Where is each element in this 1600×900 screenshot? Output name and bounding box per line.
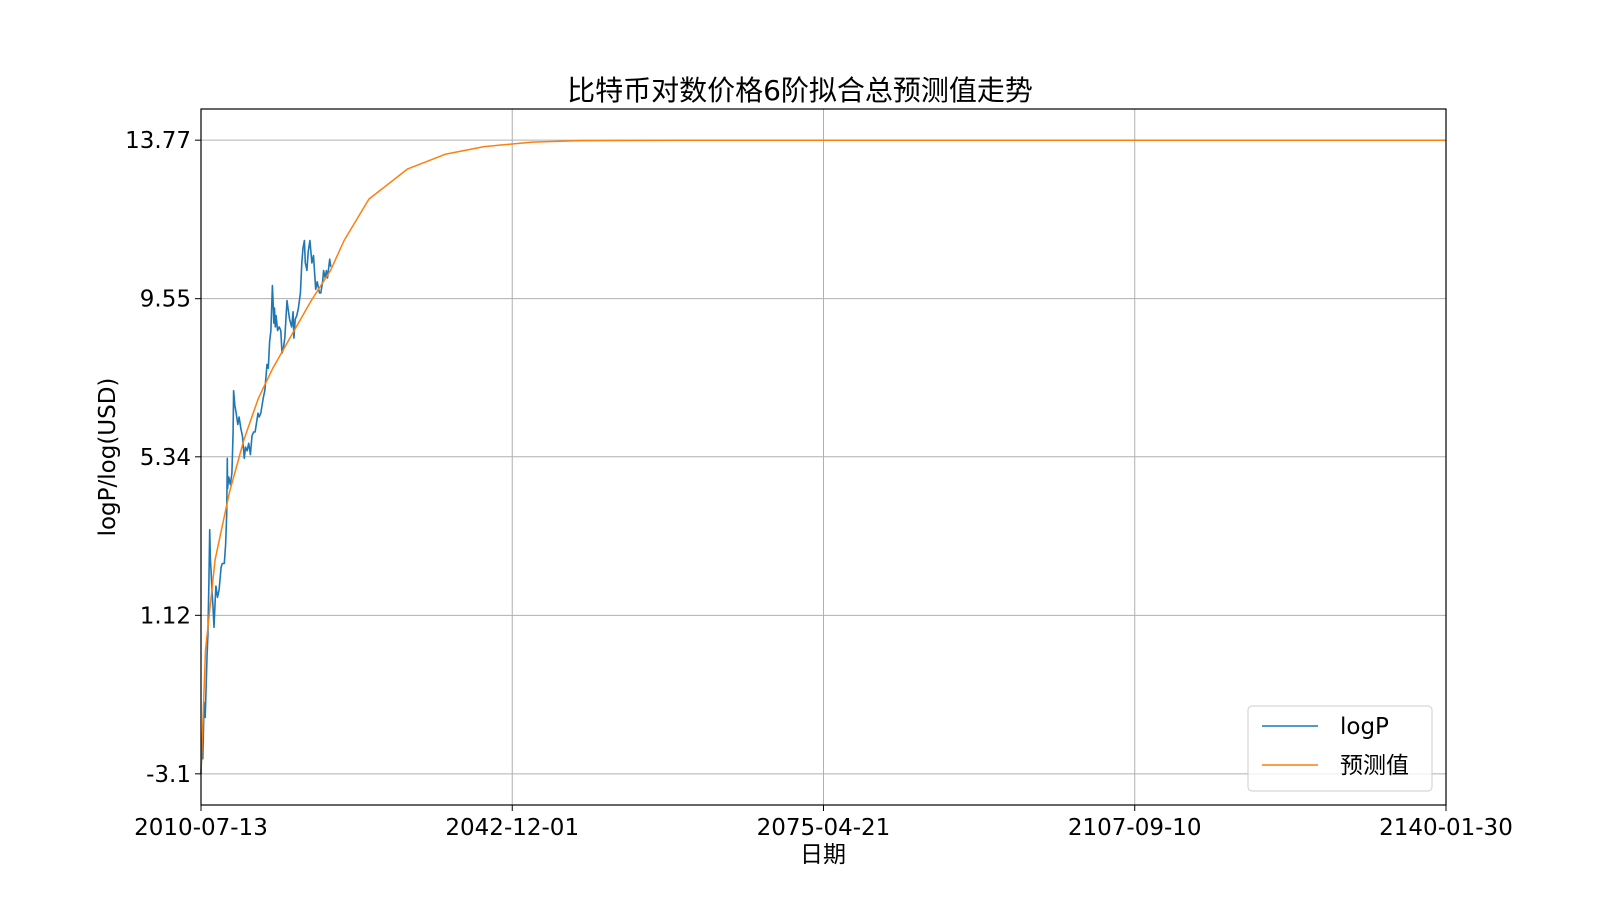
- x-axis-label: 日期: [800, 842, 846, 868]
- y-tick-label: 5.34: [140, 445, 191, 471]
- y-tick-label: -3.1: [146, 762, 191, 788]
- series-line-logp: [200, 239, 332, 774]
- y-axis-label: logP/log(USD): [95, 378, 121, 537]
- y-tick-label: 9.55: [140, 287, 191, 313]
- x-tick-label: 2042-12-01: [445, 815, 579, 841]
- y-axis-ticks: -3.1 1.12 5.34 9.55 13.77: [125, 128, 201, 788]
- series-group: [200, 139, 1446, 774]
- x-tick-label: 2010-07-13: [134, 815, 268, 841]
- chart-title: 比特币对数价格6阶拟合总预测值走势: [567, 74, 1033, 107]
- x-tick-label: 2075-04-21: [757, 815, 891, 841]
- series-line-forecast: [200, 139, 1446, 774]
- grid-lines: [200, 109, 1447, 805]
- x-tick-label: 2107-09-10: [1068, 815, 1202, 841]
- x-axis-ticks: 2010-07-13 2042-12-01 2075-04-21 2107-09-10…: [134, 805, 1513, 841]
- legend-box: [1247, 705, 1433, 792]
- y-tick-label: 1.12: [140, 603, 191, 629]
- x-tick-label: 2140-01-30: [1379, 815, 1513, 841]
- legend: logP 预测值: [1247, 705, 1433, 792]
- y-tick-label: 13.77: [125, 128, 191, 154]
- legend-label-forecast: 预测值: [1340, 753, 1409, 779]
- legend-label-logp: logP: [1340, 714, 1389, 740]
